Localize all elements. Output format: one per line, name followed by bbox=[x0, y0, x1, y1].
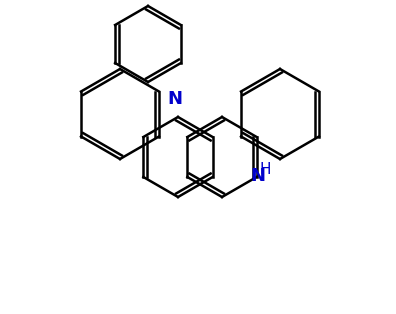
Text: N: N bbox=[168, 90, 183, 108]
Text: H: H bbox=[259, 161, 271, 176]
Text: N: N bbox=[251, 167, 265, 185]
